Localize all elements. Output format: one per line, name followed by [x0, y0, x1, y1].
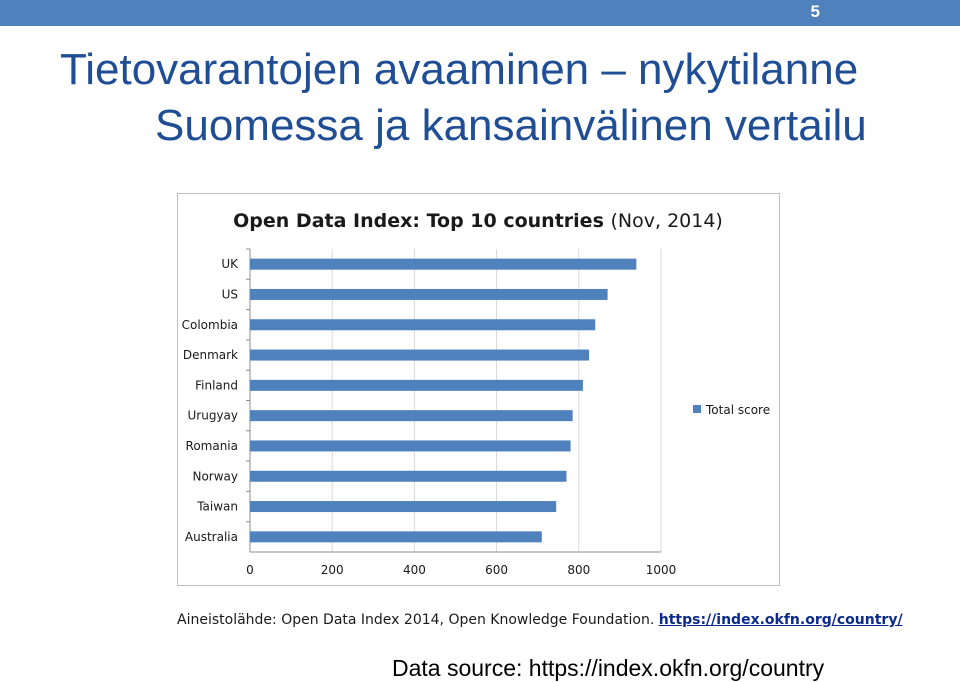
x-tick-label: 200 — [321, 563, 344, 577]
category-label: Finland — [195, 378, 238, 392]
bar-us — [250, 288, 608, 300]
category-label: Taiwan — [196, 500, 238, 514]
slide-title: Tietovarantojen avaaminen – nykytilanne … — [60, 42, 920, 154]
bar-norway — [250, 470, 567, 482]
category-label: Norway — [192, 469, 238, 483]
bar-australia — [250, 531, 542, 543]
category-label: UK — [221, 257, 239, 271]
bar-finland — [250, 379, 583, 391]
bar-taiwan — [250, 501, 557, 513]
chart-container: Open Data Index: Top 10 countries (Nov, … — [177, 193, 780, 586]
category-label: US — [222, 287, 238, 301]
data-source-caption: Data source: https://index.okfn.org/coun… — [392, 655, 825, 681]
x-tick-label: 600 — [485, 563, 508, 577]
bar-uk — [250, 258, 637, 270]
bar-colombia — [250, 319, 596, 331]
slide-number: 5 — [810, 2, 820, 21]
x-tick-label: 800 — [567, 563, 590, 577]
bar-romania — [250, 440, 571, 452]
bar-denmark — [250, 349, 590, 361]
category-label: Urugyay — [188, 409, 239, 423]
chart-title-main: Open Data Index: Top 10 countries — [233, 210, 610, 232]
title-line-2: Suomessa ja kansainvälinen vertailu — [155, 101, 867, 150]
source-prefix: Aineistolähde: Open Data Index 2014, Ope… — [177, 612, 655, 628]
category-label: Denmark — [183, 348, 238, 362]
bar-chart: Open Data Index: Top 10 countries (Nov, … — [182, 210, 770, 577]
top-bar: 5 — [0, 0, 960, 26]
title-line-1: Tietovarantojen avaaminen – nykytilanne — [60, 45, 859, 94]
legend-label: Total score — [705, 403, 770, 417]
x-tick-label: 400 — [403, 563, 426, 577]
legend-swatch — [693, 405, 701, 413]
source-link[interactable]: https://index.okfn.org/country/ — [658, 612, 903, 628]
chart-title: Open Data Index: Top 10 countries (Nov, … — [233, 210, 723, 232]
category-label: Colombia — [182, 318, 238, 332]
category-label: Australia — [185, 530, 238, 544]
x-tick-label: 1000 — [646, 563, 677, 577]
bar-urugyay — [250, 410, 573, 422]
category-label: Romania — [186, 439, 238, 453]
source-note: Aineistolähde: Open Data Index 2014, Ope… — [177, 612, 903, 628]
x-tick-label: 0 — [246, 563, 254, 577]
chart-title-date: (Nov, 2014) — [611, 210, 723, 232]
